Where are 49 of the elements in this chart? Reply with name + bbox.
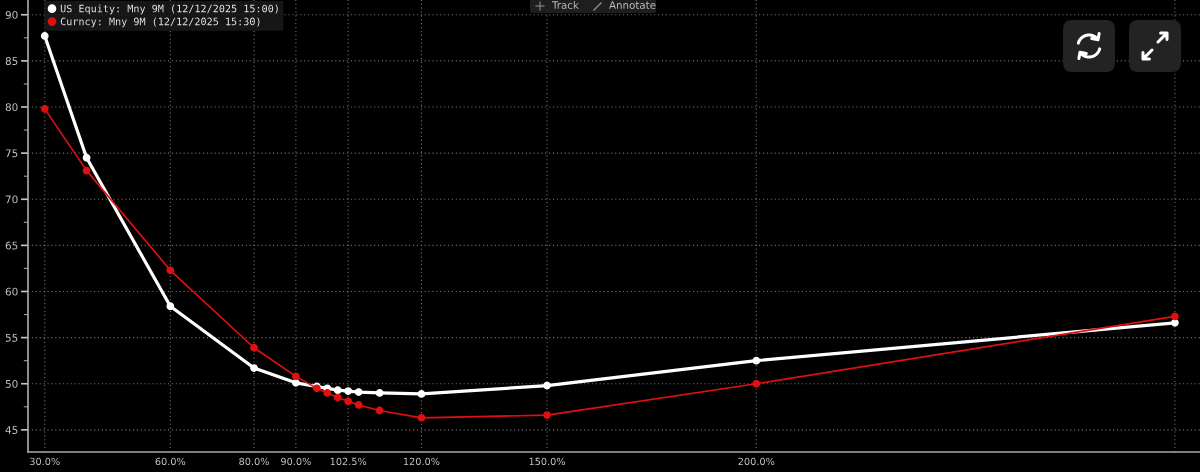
- point: [166, 266, 175, 275]
- point: [752, 356, 761, 365]
- x-tick-label: 150.0%: [529, 457, 566, 466]
- point: [417, 389, 426, 398]
- y-tick-label: 50: [5, 379, 18, 388]
- point: [375, 406, 384, 415]
- point: [1170, 312, 1179, 321]
- point: [543, 381, 551, 390]
- y-tick-label: 75: [5, 149, 18, 158]
- point: [752, 379, 761, 388]
- x-tick-label: 90.0%: [281, 457, 311, 466]
- y-tick-label: 65: [5, 241, 18, 250]
- point: [375, 389, 384, 397]
- point: [344, 387, 353, 396]
- x-tick-label: 120.0%: [403, 457, 440, 466]
- point: [417, 413, 426, 422]
- y-tick-label: 60: [5, 287, 18, 296]
- x-tick-label: 102.5%: [330, 457, 367, 466]
- point: [82, 166, 91, 175]
- y-tick-label: 55: [5, 333, 18, 342]
- point: [354, 388, 363, 396]
- point: [1170, 318, 1179, 327]
- annotation: Track: [551, 1, 579, 9]
- point: [291, 372, 300, 381]
- point: [354, 401, 363, 409]
- y-tick-label: 90: [5, 10, 18, 19]
- point: [543, 411, 551, 419]
- point: [291, 378, 300, 387]
- point: [82, 153, 91, 162]
- annotation: Annotate: [609, 1, 656, 9]
- y-tick-label: 70: [5, 195, 18, 204]
- point: [250, 343, 258, 352]
- x-tick-label: 60.0%: [155, 457, 186, 466]
- point: [323, 389, 332, 397]
- legend-label: Curncy: Mny 9M (12/12/2025 15:30): [60, 17, 260, 28]
- point: [333, 386, 342, 395]
- x-tick-label: 200.0%: [738, 457, 775, 466]
- x-tick-label: 80.0%: [239, 457, 269, 466]
- point: [40, 32, 49, 40]
- point: [344, 397, 353, 406]
- y-tick-label: 80: [5, 103, 18, 112]
- legend-label: US Equity: Mny 9M (12/12/2025 15:00): [60, 4, 278, 15]
- point: [333, 393, 342, 402]
- point: [166, 302, 175, 311]
- y-tick-label: 45: [5, 426, 18, 434]
- point: [250, 364, 258, 372]
- point: [40, 104, 49, 113]
- y-tick-label: 85: [5, 57, 18, 65]
- x-tick-label: 30.0%: [30, 457, 60, 466]
